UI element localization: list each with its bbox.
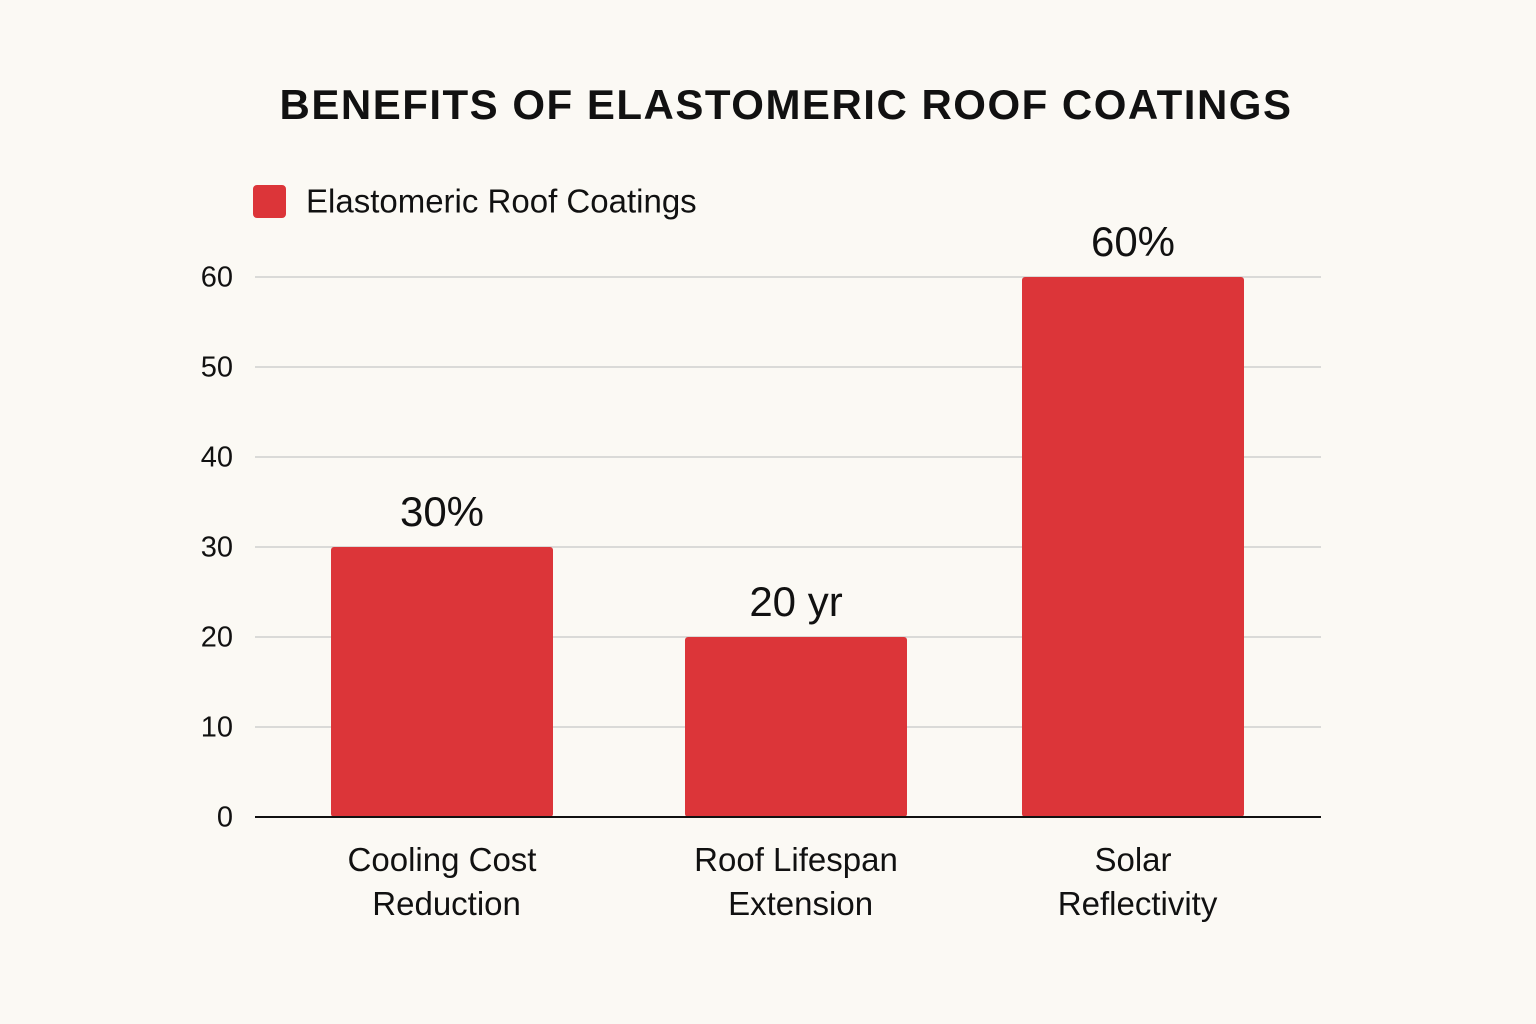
value-label: 20 yr bbox=[749, 578, 842, 625]
x-tick-label: Solar Reflectivity bbox=[1049, 841, 1218, 922]
bar bbox=[331, 547, 553, 817]
value-label: 30% bbox=[400, 488, 484, 535]
bar bbox=[685, 637, 907, 817]
bar bbox=[1022, 277, 1244, 817]
y-tick-label: 50 bbox=[201, 352, 233, 384]
y-tick-label: 20 bbox=[201, 622, 233, 654]
chart-title: BENEFITS OF ELASTOMERIC ROOF COATINGS bbox=[280, 81, 1293, 128]
legend-label: Elastomeric Roof Coatings bbox=[306, 183, 697, 220]
y-tick-label: 10 bbox=[201, 712, 233, 744]
x-tick-label: Cooling Cost Reduction bbox=[348, 841, 537, 922]
y-tick-label: 60 bbox=[201, 262, 233, 294]
y-tick-label: 0 bbox=[217, 802, 233, 834]
value-label: 60% bbox=[1091, 218, 1175, 265]
y-tick-label: 30 bbox=[201, 532, 233, 564]
x-tick-label: Roof Lifespan Extension bbox=[694, 841, 898, 922]
y-tick-label: 40 bbox=[201, 442, 233, 474]
legend-swatch bbox=[253, 185, 286, 218]
